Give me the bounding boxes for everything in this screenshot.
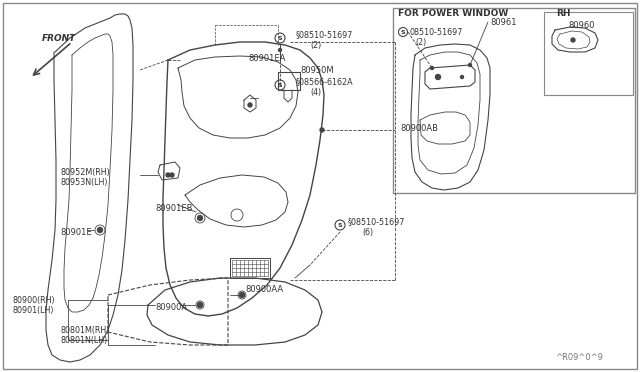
Text: 80901EA: 80901EA xyxy=(248,54,285,62)
Text: 80960: 80960 xyxy=(568,20,595,29)
Circle shape xyxy=(170,173,174,177)
Text: S: S xyxy=(278,35,282,41)
Text: 80952M(RH): 80952M(RH) xyxy=(60,167,109,176)
Text: 80901(LH): 80901(LH) xyxy=(12,305,54,314)
Text: S: S xyxy=(338,222,342,228)
Text: FRONT: FRONT xyxy=(42,33,76,42)
Text: 80900AA: 80900AA xyxy=(245,285,283,295)
Bar xyxy=(393,8,635,193)
Text: 80900(RH): 80900(RH) xyxy=(12,295,54,305)
Text: 80961: 80961 xyxy=(490,17,516,26)
Text: S: S xyxy=(278,83,282,87)
Bar xyxy=(544,12,633,95)
Circle shape xyxy=(198,215,202,221)
Text: (6): (6) xyxy=(362,228,373,237)
Text: S: S xyxy=(401,29,405,35)
Circle shape xyxy=(166,173,170,177)
Text: 08510-51697: 08510-51697 xyxy=(410,28,463,36)
Text: (2): (2) xyxy=(310,41,321,49)
Text: FOR POWER WINDOW: FOR POWER WINDOW xyxy=(398,9,508,17)
Circle shape xyxy=(198,302,202,308)
Text: (2): (2) xyxy=(415,38,426,46)
Text: 80900AB: 80900AB xyxy=(400,124,438,132)
Circle shape xyxy=(239,292,244,298)
Text: 80801N(LH): 80801N(LH) xyxy=(60,336,108,344)
Text: 80801M(RH): 80801M(RH) xyxy=(60,326,109,334)
Text: 80901E: 80901E xyxy=(60,228,92,237)
Bar xyxy=(278,72,300,90)
Text: 80950M: 80950M xyxy=(300,65,333,74)
Circle shape xyxy=(248,103,252,107)
Text: (4): (4) xyxy=(310,87,321,96)
Text: 80900A: 80900A xyxy=(155,304,187,312)
Text: §08510-51697: §08510-51697 xyxy=(296,31,353,39)
Circle shape xyxy=(431,67,433,70)
Text: 80953N(LH): 80953N(LH) xyxy=(60,177,108,186)
Text: 80901EB: 80901EB xyxy=(155,203,193,212)
Text: §08510-51697: §08510-51697 xyxy=(348,218,405,227)
Text: RH: RH xyxy=(556,9,570,17)
Circle shape xyxy=(278,48,282,51)
Circle shape xyxy=(468,64,472,67)
Circle shape xyxy=(320,128,324,132)
Circle shape xyxy=(461,76,463,78)
Circle shape xyxy=(435,74,440,80)
Circle shape xyxy=(571,38,575,42)
Text: ^R09^0^9: ^R09^0^9 xyxy=(555,353,603,362)
Text: §08566-6162A: §08566-6162A xyxy=(296,77,354,87)
Circle shape xyxy=(97,228,102,232)
